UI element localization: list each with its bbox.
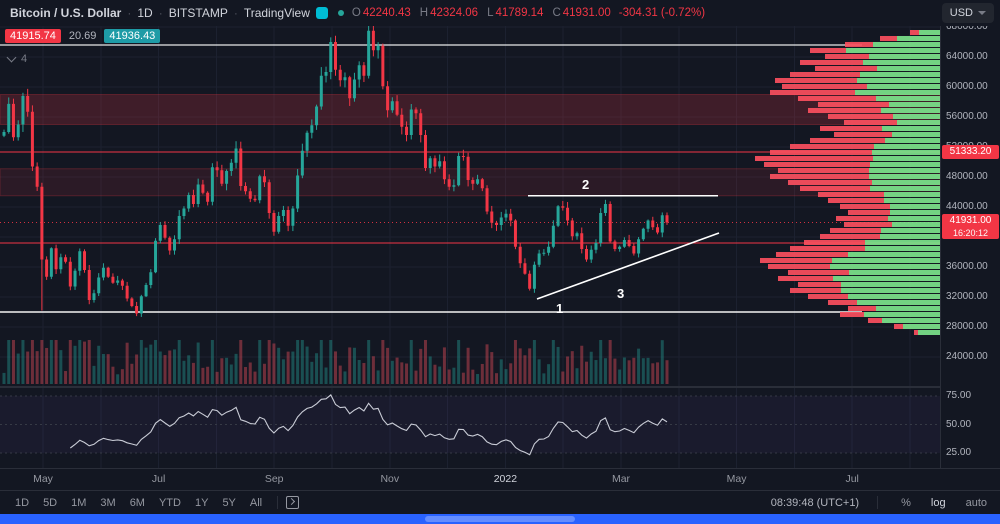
taskbar-pill	[425, 516, 575, 522]
rsi-tick-label: 25.00	[946, 447, 972, 458]
range-button-ytd[interactable]: YTD	[158, 496, 181, 509]
rsi-chart[interactable]	[0, 388, 940, 468]
symbol-title[interactable]: Bitcoin / U.S. Dollar	[10, 6, 122, 20]
rsi-tick-label: 50.00	[946, 418, 972, 430]
change-value: -304.31 (-0.72%)	[618, 7, 706, 19]
chevron-down-icon	[978, 11, 986, 15]
exchange-label[interactable]: BITSTAMP	[168, 6, 228, 20]
objects-count: 4	[21, 53, 28, 65]
drawing-label-3: 3	[617, 286, 624, 301]
range-button-1m[interactable]: 1M	[71, 496, 87, 509]
taskbar[interactable]	[0, 514, 1000, 524]
spread-value: 20.69	[68, 30, 97, 42]
high-value: 42324.06	[430, 7, 479, 19]
rsi-pane[interactable]	[0, 388, 940, 468]
go-to-date-button[interactable]	[286, 496, 300, 509]
open-label: O	[351, 7, 361, 19]
drawing-label-1: 1	[556, 301, 563, 316]
header-toolbar: Bitcoin / U.S. Dollar 1D BITSTAMP Tradin…	[0, 0, 1000, 26]
separator	[121, 6, 137, 20]
time-axis-label: Mar	[611, 473, 631, 485]
objects-tree-toggle[interactable]: 4	[6, 52, 28, 65]
price-tick-label: 28000.00	[946, 321, 988, 332]
bottom-toolbar: 1D 5D 1M 3M 6M YTD 1Y 5Y All 08:39:48 (U…	[0, 490, 1000, 514]
toolbar-divider	[877, 496, 879, 509]
time-axis-label: Jul	[845, 473, 859, 485]
chevron-down-icon	[6, 52, 17, 63]
open-value: 42240.43	[362, 7, 411, 19]
close-label: C	[552, 7, 561, 19]
price-tick-label: 68000.00	[946, 21, 988, 32]
separator	[153, 6, 169, 20]
last-price-badge: 41931.00 16:20:12	[942, 213, 999, 239]
range-button-1y[interactable]: 1Y	[194, 496, 209, 509]
price-tick-label: 44000.00	[946, 201, 988, 212]
bid-badge: 41915.74	[5, 29, 61, 43]
close-value: 41931.00	[562, 7, 611, 19]
currency-label: USD	[949, 7, 973, 19]
tradingview-icon	[315, 7, 328, 19]
range-button-5y[interactable]: 5Y	[222, 496, 236, 509]
price-chart[interactable]: 2 1 3	[0, 19, 941, 386]
separator	[228, 6, 244, 20]
red-line-price-badge: 51333.20	[942, 145, 999, 159]
time-axis-label: May	[726, 473, 747, 485]
clock-label[interactable]: 08:39:48 (UTC+1)	[770, 496, 860, 509]
time-axis-label: May	[33, 473, 53, 485]
bid-ask-row: 41915.74 20.69 41936.43	[5, 29, 161, 43]
drawing-label-2: 2	[582, 177, 589, 192]
high-label: H	[419, 7, 429, 19]
rsi-tick-label: 75.00	[946, 390, 972, 401]
ohlc-values: O 42240.43 H 42324.06 L 41789.14 C 41931.00	[352, 7, 611, 19]
price-axis[interactable]: 68000.0064000.0060000.0056000.0052000.00…	[940, 21, 1000, 468]
market-status-dot	[337, 10, 344, 16]
price-tick-label: 48000.00	[946, 171, 988, 182]
time-axis-label: Nov	[380, 473, 400, 485]
auto-scale-button[interactable]: auto	[965, 496, 987, 509]
time-axis[interactable]: May Jul Sep Nov 2022 Mar May Jul	[0, 468, 1000, 490]
range-button-all[interactable]: All	[249, 496, 263, 509]
price-tick-label: 32000.00	[946, 291, 988, 302]
range-button-1d[interactable]: 1D	[15, 496, 30, 509]
range-button-5d[interactable]: 5D	[43, 496, 58, 509]
time-axis-label: Jul	[151, 473, 166, 485]
low-value: 41789.14	[495, 7, 544, 19]
candle-countdown: 16:20:12	[952, 227, 989, 238]
price-tick-label: 64000.00	[946, 51, 988, 62]
price-pane[interactable]: 2 1 3 41915.74 20.69 41936.43 4	[0, 19, 941, 386]
range-button-6m[interactable]: 6M	[129, 496, 145, 509]
currency-dropdown[interactable]: USD	[941, 3, 994, 23]
range-button-3m[interactable]: 3M	[100, 496, 116, 509]
percent-scale-button[interactable]: %	[901, 496, 911, 509]
price-tick-label: 24000.00	[946, 351, 988, 362]
time-axis-label: Sep	[264, 473, 284, 485]
time-axis-label: 2022	[493, 473, 518, 485]
log-scale-button[interactable]: log	[930, 496, 946, 509]
price-tick-label: 36000.00	[946, 261, 988, 272]
brand-link[interactable]: TradingView	[243, 6, 310, 20]
toolbar-divider	[277, 496, 279, 509]
low-label: L	[487, 7, 494, 19]
pane-divider[interactable]	[0, 386, 1000, 388]
price-tick-label: 56000.00	[946, 111, 988, 122]
interval-button[interactable]: 1D	[137, 6, 153, 20]
ask-badge: 41936.43	[104, 29, 161, 43]
price-tick-label: 60000.00	[946, 81, 988, 92]
